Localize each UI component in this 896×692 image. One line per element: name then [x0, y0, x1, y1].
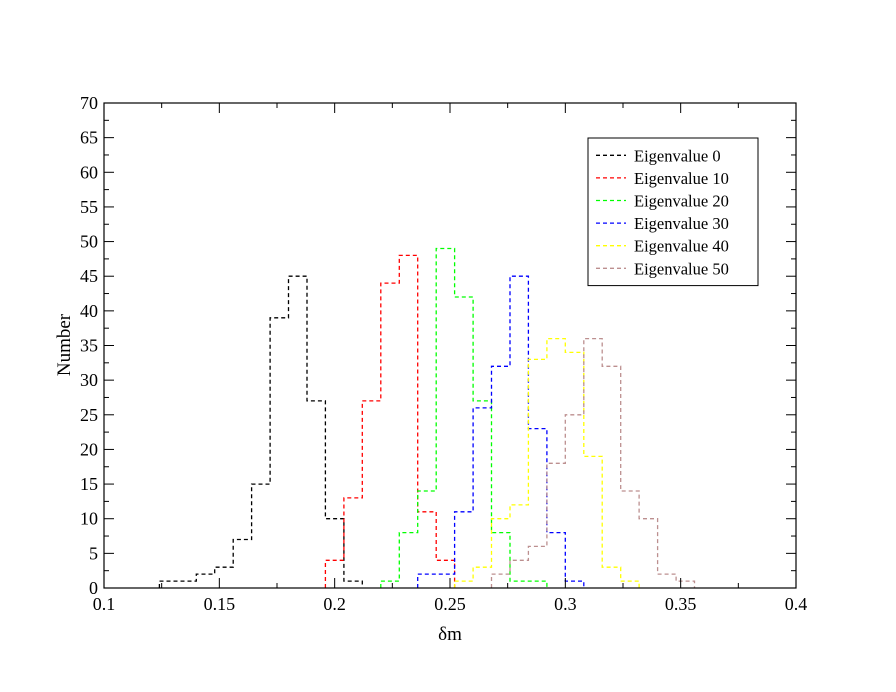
legend-label-0: Eigenvalue 0: [634, 146, 721, 165]
y-tick-label: 35: [80, 336, 98, 356]
legend-label-4: Eigenvalue 40: [634, 237, 729, 256]
y-tick-label: 30: [80, 370, 98, 390]
y-tick-label: 70: [80, 93, 98, 113]
series-line-2: [380, 247, 548, 588]
y-tick-label: 45: [80, 266, 98, 286]
legend-label-3: Eigenvalue 30: [634, 214, 729, 233]
y-tick-label: 10: [80, 509, 98, 529]
axes-layer: 0.1 0.15 0.2 0.25 0.3 0.35 0.4 0 5 10 15 20 25 30 35 40…: [80, 93, 807, 614]
x-tick-label: 0.35: [665, 594, 697, 614]
series-line-3: [417, 275, 585, 588]
x-tick-label: 0.2: [323, 594, 346, 614]
x-tick-label: 0.3: [554, 594, 577, 614]
x-tick-label: 0.4: [785, 594, 808, 614]
series-line-4: [453, 337, 640, 588]
series-layer: [158, 247, 696, 588]
y-tick-label: 40: [80, 301, 98, 321]
x-tick-label: 0.25: [434, 594, 466, 614]
y-tick-label: 50: [80, 232, 98, 252]
legend: Eigenvalue 0 Eigenvalue 10 Eigenvalue 20 Ei…: [587, 137, 759, 287]
y-tick-label: 55: [80, 197, 98, 217]
series-line-1: [324, 254, 456, 588]
legend-box: [587, 137, 759, 287]
y-tick-label: 5: [89, 543, 98, 563]
series-line-5: [490, 337, 696, 588]
y-tick-label: 15: [80, 474, 98, 494]
y-axis-label: Number: [54, 313, 75, 376]
x-tick-label: 0.15: [204, 594, 236, 614]
y-tick-label: 60: [80, 162, 98, 182]
legend-label-2: Eigenvalue 20: [634, 192, 729, 211]
y-tick-label: 65: [80, 128, 98, 148]
x-axis-label: δm: [438, 624, 462, 645]
legend-label-5: Eigenvalue 50: [634, 259, 729, 278]
legend-label-1: Eigenvalue 10: [634, 169, 729, 188]
y-tick-label: 20: [80, 439, 98, 459]
x-tick-label: 0.1: [93, 594, 116, 614]
y-tick-label: 25: [80, 405, 98, 425]
y-tick-label: 0: [89, 578, 98, 598]
